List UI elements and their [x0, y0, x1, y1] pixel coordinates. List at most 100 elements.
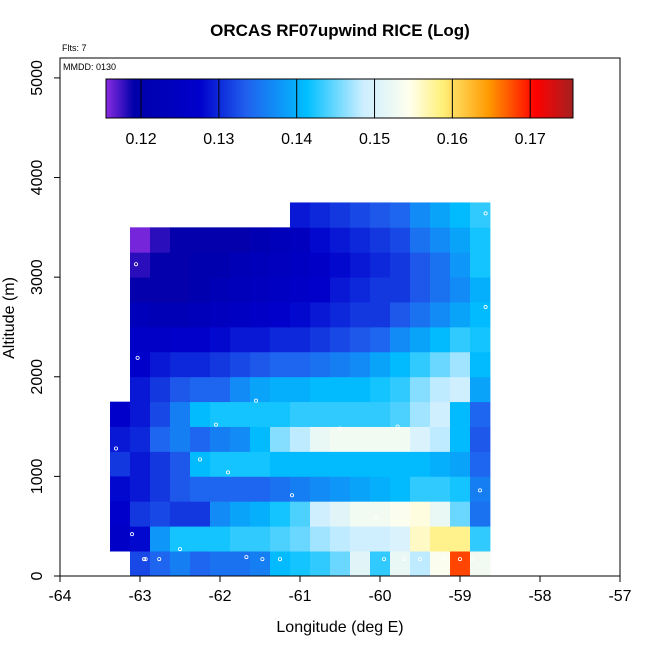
heatmap-cell: [230, 302, 251, 328]
heatmap-cell: [450, 326, 471, 353]
heatmap-cell: [310, 551, 331, 577]
heatmap-cell: [350, 227, 371, 253]
heatmap-cell: [470, 202, 491, 228]
heatmap-cell: [210, 277, 231, 303]
heatmap-cell: [430, 302, 451, 328]
heatmap-cell: [410, 401, 431, 427]
heatmap-cell: [470, 426, 491, 452]
heatmap-cell: [190, 426, 211, 452]
heatmap-cell: [170, 376, 191, 403]
heatmap-cell: [410, 277, 431, 303]
heatmap-cell: [290, 351, 311, 378]
heatmap-cell: [190, 277, 211, 303]
heatmap-cell: [110, 476, 131, 502]
heatmap-cell: [170, 326, 191, 353]
heatmap-cell: [150, 302, 171, 328]
heatmap-cell: [470, 376, 491, 403]
heatmap-cell: [390, 277, 411, 303]
heatmap-cell: [310, 426, 331, 452]
heatmap-cell: [170, 302, 191, 328]
data-point: [277, 557, 282, 562]
heatmap-cell: [450, 476, 471, 502]
heatmap-cell: [450, 401, 471, 427]
heatmap-cell: [330, 426, 351, 452]
colorbar-tick-label: 0.14: [281, 131, 312, 148]
heatmap-cell: [190, 227, 211, 253]
plot-frame: [59, 57, 621, 577]
heatmap-cell: [350, 476, 371, 502]
heatmap-cell: [250, 227, 271, 253]
heatmap-cell: [290, 551, 311, 577]
heatmap-cell: [210, 252, 231, 278]
heatmap-cell: [110, 451, 131, 477]
heatmap-cell: [290, 302, 311, 328]
heatmap-cell: [190, 302, 211, 328]
heatmap-cell: [310, 401, 331, 427]
heatmap-cell: [250, 401, 271, 427]
heatmap-cell: [310, 252, 331, 278]
x-tick-label: -64: [48, 588, 71, 605]
data-point: [395, 424, 400, 429]
data-point: [244, 555, 249, 560]
heatmap-cell: [130, 476, 151, 502]
heatmap-cell: [410, 252, 431, 278]
heatmap-cell: [270, 426, 291, 452]
heatmap-cell: [350, 401, 371, 427]
heatmap-cell: [470, 302, 491, 328]
heatmap-cells: [110, 202, 491, 577]
heatmap-cell: [190, 326, 211, 353]
heatmap-cell: [250, 551, 271, 577]
colorbar: [105, 78, 574, 119]
heatmap-cell: [390, 351, 411, 378]
heatmap-cell: [190, 526, 211, 552]
heatmap-cell: [210, 351, 231, 378]
heatmap-cell: [290, 252, 311, 278]
heatmap-cell: [470, 227, 491, 253]
heatmap-cell: [250, 326, 271, 353]
heatmap-cell: [150, 451, 171, 477]
data-point: [441, 557, 446, 562]
data-point: [135, 355, 140, 360]
heatmap-cell: [430, 252, 451, 278]
heatmap-cell: [170, 476, 191, 502]
heatmap-cell: [450, 227, 471, 253]
heatmap-cell: [350, 326, 371, 353]
heatmap-cell: [250, 476, 271, 502]
heatmap-cell: [210, 426, 231, 452]
heatmap-cell: [310, 501, 331, 527]
heatmap-cell: [370, 501, 391, 527]
heatmap-cell: [430, 202, 451, 228]
heatmap-cell: [150, 351, 171, 378]
heatmap-cell: [470, 501, 491, 527]
data-point: [129, 532, 134, 537]
heatmap-cell: [190, 351, 211, 378]
heatmap-cell: [150, 501, 171, 527]
heatmap-cell: [410, 501, 431, 527]
data-point: [483, 305, 488, 310]
heatmap-cell: [110, 526, 131, 552]
heatmap-cell: [190, 252, 211, 278]
colorbar-tick-label: 0.17: [515, 131, 546, 148]
heatmap-cell: [410, 202, 431, 228]
heatmap-cell: [310, 526, 331, 552]
data-point: [253, 398, 258, 403]
heatmap-cell: [330, 501, 351, 527]
heatmap-cell: [230, 351, 251, 378]
observation-points: [114, 211, 488, 562]
heatmap-cell: [210, 401, 231, 427]
heatmap-cell: [430, 476, 451, 502]
x-tick-label: -62: [208, 588, 231, 605]
heatmap-cell: [370, 376, 391, 403]
heatmap-cell: [230, 451, 251, 477]
heatmap-cell: [310, 326, 331, 353]
data-point: [289, 493, 294, 498]
heatmap-cell: [370, 451, 391, 477]
x-tick-label: -61: [288, 588, 311, 605]
heatmap-cell: [190, 501, 211, 527]
heatmap-cell: [370, 426, 391, 452]
data-point: [225, 470, 230, 475]
heatmap-cell: [430, 551, 451, 577]
heatmap-cell: [290, 426, 311, 452]
data-point: [177, 547, 182, 552]
heatmap-cell: [470, 277, 491, 303]
